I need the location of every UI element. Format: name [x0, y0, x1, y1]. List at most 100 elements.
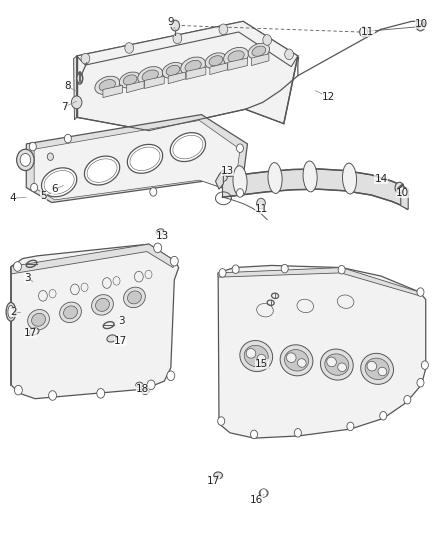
Ellipse shape [107, 335, 117, 342]
Circle shape [218, 417, 225, 425]
Ellipse shape [77, 72, 83, 84]
Text: 4: 4 [9, 193, 16, 203]
Circle shape [281, 264, 288, 273]
Text: 13: 13 [155, 231, 169, 240]
Circle shape [49, 289, 56, 298]
Text: 7: 7 [61, 102, 68, 111]
Ellipse shape [233, 166, 247, 197]
Ellipse shape [29, 328, 39, 335]
Ellipse shape [120, 72, 141, 88]
Ellipse shape [99, 79, 116, 91]
Polygon shape [26, 115, 247, 203]
Ellipse shape [85, 156, 120, 185]
Polygon shape [34, 120, 240, 200]
Polygon shape [77, 21, 298, 67]
Text: 10: 10 [396, 188, 409, 198]
Ellipse shape [173, 135, 203, 159]
Ellipse shape [95, 76, 120, 94]
Polygon shape [251, 54, 269, 66]
Text: 17: 17 [114, 336, 127, 346]
Ellipse shape [244, 345, 268, 367]
Ellipse shape [209, 55, 223, 66]
Polygon shape [210, 63, 227, 75]
Ellipse shape [259, 489, 268, 497]
Polygon shape [74, 56, 77, 120]
Circle shape [49, 391, 57, 400]
Circle shape [29, 142, 36, 151]
Ellipse shape [286, 353, 296, 362]
Circle shape [347, 422, 354, 431]
Ellipse shape [257, 303, 273, 317]
Circle shape [219, 269, 226, 277]
Polygon shape [103, 85, 123, 98]
Ellipse shape [162, 62, 184, 78]
Circle shape [147, 380, 155, 390]
Ellipse shape [297, 359, 306, 367]
Ellipse shape [214, 472, 223, 479]
Ellipse shape [303, 161, 317, 192]
Ellipse shape [142, 389, 149, 394]
Text: 16: 16 [250, 495, 263, 505]
Circle shape [125, 43, 134, 53]
Text: 3: 3 [24, 273, 31, 283]
Circle shape [71, 284, 79, 295]
Ellipse shape [248, 43, 269, 59]
Circle shape [64, 134, 71, 143]
Polygon shape [10, 266, 11, 385]
Ellipse shape [321, 349, 353, 380]
Circle shape [145, 270, 152, 279]
Ellipse shape [170, 133, 205, 161]
Ellipse shape [280, 345, 313, 376]
Ellipse shape [156, 229, 164, 235]
Circle shape [171, 20, 180, 31]
Circle shape [113, 277, 120, 285]
Ellipse shape [8, 305, 14, 318]
Text: 5: 5 [40, 191, 47, 201]
Ellipse shape [124, 287, 145, 308]
Ellipse shape [338, 363, 346, 372]
Text: 18: 18 [136, 384, 149, 394]
Text: 9: 9 [167, 18, 174, 27]
Ellipse shape [64, 306, 78, 319]
Ellipse shape [166, 65, 180, 76]
Polygon shape [186, 67, 206, 79]
Text: 17: 17 [207, 476, 220, 486]
Ellipse shape [130, 147, 160, 171]
Ellipse shape [297, 299, 314, 313]
Ellipse shape [185, 60, 201, 72]
Ellipse shape [123, 75, 137, 85]
Ellipse shape [257, 354, 266, 363]
Ellipse shape [337, 295, 354, 309]
Circle shape [421, 361, 428, 369]
Text: 15: 15 [255, 359, 268, 368]
Ellipse shape [325, 354, 349, 375]
Circle shape [173, 33, 182, 44]
Circle shape [380, 411, 387, 420]
Polygon shape [228, 58, 247, 70]
Ellipse shape [42, 168, 77, 197]
Ellipse shape [60, 302, 81, 322]
Circle shape [20, 154, 31, 166]
Ellipse shape [228, 51, 244, 62]
Polygon shape [215, 169, 223, 189]
Circle shape [97, 389, 105, 398]
Ellipse shape [92, 295, 113, 315]
Circle shape [81, 53, 90, 64]
Circle shape [219, 24, 228, 35]
Ellipse shape [32, 313, 46, 326]
Polygon shape [401, 185, 408, 209]
Circle shape [232, 265, 239, 273]
Ellipse shape [127, 291, 141, 304]
Ellipse shape [224, 47, 248, 66]
Circle shape [71, 96, 82, 109]
Circle shape [416, 20, 425, 31]
Polygon shape [11, 244, 175, 274]
Circle shape [154, 243, 162, 253]
Polygon shape [145, 76, 164, 88]
Ellipse shape [6, 303, 16, 321]
Ellipse shape [367, 361, 377, 371]
Text: 14: 14 [374, 174, 388, 183]
Ellipse shape [378, 367, 387, 376]
Text: 8: 8 [64, 82, 71, 91]
Polygon shape [218, 265, 426, 438]
